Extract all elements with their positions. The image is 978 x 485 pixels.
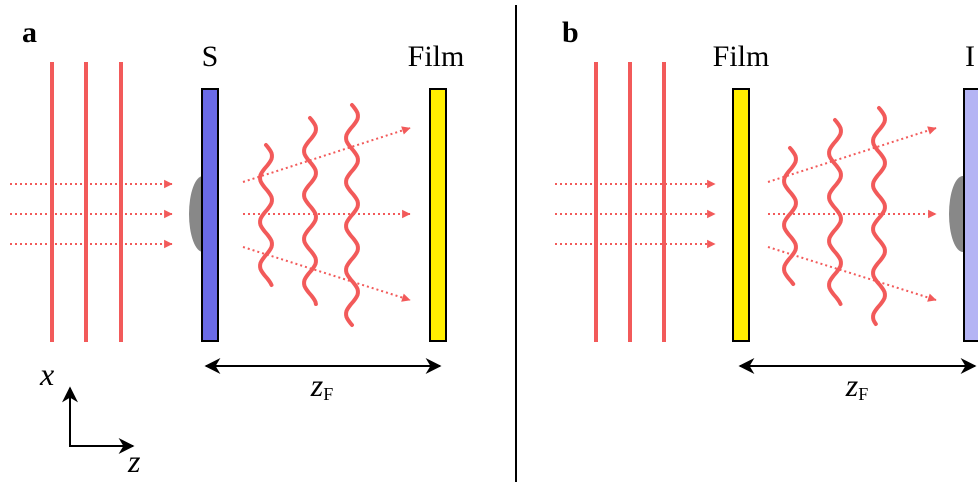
distance-subscript: F: [323, 384, 333, 404]
scattered-ray: [768, 247, 936, 300]
scattered-wave: [260, 145, 272, 285]
distance-symbol: z: [310, 367, 324, 403]
distance-label: zF: [310, 367, 333, 404]
scattered-wave: [304, 118, 316, 304]
distance-symbol: z: [845, 367, 859, 403]
scattered-wave: [829, 120, 841, 304]
film-label: Film: [713, 40, 770, 73]
scattered-ray: [243, 128, 410, 182]
scattered-ray: [243, 247, 410, 300]
z-axis-label: z: [127, 443, 141, 479]
scattered-wave: [346, 105, 358, 325]
distance-label: zF: [845, 367, 868, 404]
detector-plate: [964, 89, 978, 341]
sample: [189, 176, 203, 252]
scattered-wave: [873, 108, 885, 324]
x-axis-label: x: [39, 356, 54, 392]
film-label: Film: [408, 40, 465, 73]
panel-label: b: [562, 16, 579, 49]
source-label: S: [202, 40, 219, 73]
sample: [949, 176, 963, 252]
figure: a S Film zF x z b Film I zF: [0, 0, 978, 485]
distance-subscript: F: [858, 384, 868, 404]
film-plate: [430, 89, 446, 341]
panel-label: a: [22, 16, 37, 49]
film-plate: [733, 89, 749, 341]
scattered-wave: [784, 148, 796, 284]
sample-plate: [202, 89, 218, 341]
detector-label: I: [965, 40, 975, 73]
